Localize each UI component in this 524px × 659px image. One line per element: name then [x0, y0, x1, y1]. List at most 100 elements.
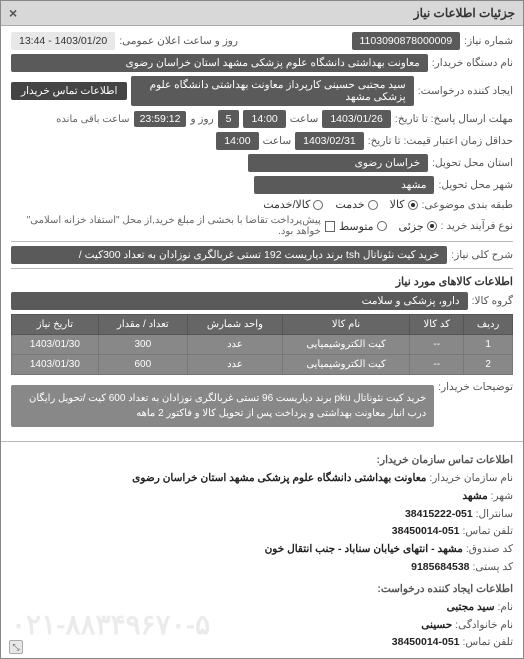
table-row: 1--کیت الکتروشیمیاییعدد3001403/01/30 — [12, 335, 513, 355]
table-header-row: ردیف کد کالا نام کالا واحد شمارش تعداد /… — [12, 315, 513, 335]
radio-dot-icon — [313, 200, 323, 210]
buytype-note: پیش‌پرداخت تقاضا با بخشی از مبلغ خرید,از… — [11, 215, 321, 237]
radio-service[interactable]: خدمت — [335, 198, 377, 211]
info-section: شماره نیاز: 1103090878000009 روز و ساعت … — [1, 26, 523, 437]
goods-group-field: دارو، پزشکی و سلامت — [11, 292, 468, 310]
radio-dot-icon — [408, 200, 418, 210]
modal-title: جزئیات اطلاعات نیاز — [414, 6, 515, 20]
buytype-label: نوع فرآیند خرید : — [441, 220, 513, 232]
announce-label: روز و ساعت اعلان عمومی: — [119, 35, 238, 47]
creator-title: اطلاعات ایجاد کننده درخواست: — [377, 583, 513, 595]
creator-name: سید مجتبی — [447, 601, 495, 613]
deadline-date: 1403/01/26 — [322, 110, 391, 128]
radio-partial[interactable]: جزئی — [399, 220, 437, 233]
divider — [11, 241, 513, 242]
creator-family: حسینی — [421, 619, 452, 631]
validity-label: حداقل زمان اعتبار قیمت: تا تاریخ: — [368, 135, 513, 147]
watermark: ۰۲۱-۸۸۳۴۹۶۷۰-۵ — [11, 601, 210, 649]
close-icon[interactable]: × — [9, 5, 17, 21]
radio-dot-icon — [427, 221, 437, 231]
radio-both-label: کالا/خدمت — [263, 198, 310, 211]
col-row: ردیف — [464, 315, 513, 335]
time-label-2: ساعت — [263, 135, 292, 147]
divider — [1, 441, 523, 442]
table-cell: کیت الکتروشیمیایی — [282, 355, 409, 375]
col-qty: تعداد / مقدار — [98, 315, 187, 335]
goods-group-label: گروه کالا: — [472, 295, 513, 307]
divider — [11, 268, 513, 269]
radio-goods-label: کالا — [390, 198, 405, 211]
goods-table: ردیف کد کالا نام کالا واحد شمارش تعداد /… — [11, 314, 513, 375]
contact-title: اطلاعات تماس سازمان خریدار: — [377, 454, 513, 466]
radio-goods[interactable]: کالا — [390, 198, 418, 211]
contact-section: ۰۲۱-۸۸۳۴۹۶۷۰-۵ اطلاعات تماس سازمان خریدا… — [1, 446, 523, 658]
contact-city: مشهد — [462, 490, 487, 502]
table-cell: 600 — [98, 355, 187, 375]
buytype-radio-group: جزئی متوسط — [339, 220, 437, 233]
number-field: 1103090878000009 — [352, 32, 461, 50]
contact-postal: مشهد - انتهای خیابان سناباد - جنب انتقال… — [265, 543, 463, 555]
radio-medium[interactable]: متوسط — [339, 220, 387, 233]
countdown-timer: 23:59:12 — [134, 111, 187, 127]
table-cell: 1403/01/30 — [12, 355, 99, 375]
radio-medium-label: متوسط — [339, 220, 374, 233]
contact-central: 051-38415222 — [405, 508, 473, 520]
city-label: شهر محل تحویل: — [438, 179, 513, 191]
radio-both[interactable]: کالا/خدمت — [263, 198, 323, 211]
contact-postcode: 9185684538 — [411, 561, 469, 573]
radio-dot-icon — [368, 200, 378, 210]
grouping-label: طبقه بندی موضوعی: — [422, 199, 513, 211]
creator-name-label: نام: — [497, 601, 513, 613]
radio-service-label: خدمت — [335, 198, 364, 211]
table-cell: -- — [410, 355, 464, 375]
modal: جزئیات اطلاعات نیاز × شماره نیاز: 110309… — [0, 0, 524, 659]
col-code: کد کالا — [410, 315, 464, 335]
table-cell: کیت الکتروشیمیایی — [282, 335, 409, 355]
org-label: نام دستگاه خریدار: — [432, 57, 513, 69]
col-unit: واحد شمارش — [187, 315, 282, 335]
deadline-time: 14:00 — [243, 110, 285, 128]
table-row: 2--کیت الکتروشیمیاییعدد6001403/01/30 — [12, 355, 513, 375]
province-label: استان محل تحویل: — [432, 157, 513, 169]
contact-org-label: نام سازمان خریدار: — [429, 472, 513, 484]
org-field: معاونت بهداشتی دانشگاه علوم پزشکی مشهد ا… — [11, 54, 428, 72]
requester-label: ایجاد کننده درخواست: — [418, 85, 513, 97]
resize-icon[interactable]: ⤡ — [9, 640, 23, 654]
table-cell: 1 — [464, 335, 513, 355]
table-cell: 300 — [98, 335, 187, 355]
table-cell: عدد — [187, 335, 282, 355]
creator-phone: 051-38450014 — [392, 636, 460, 648]
deadline-label: مهلت ارسال پاسخ: تا تاریخ: — [395, 113, 513, 125]
contact-central-label: سانترال: — [476, 508, 513, 520]
col-name: نام کالا — [282, 315, 409, 335]
province-field: خراسان رضوی — [248, 154, 428, 172]
requester-field: سید مجتبی حسینی کارپرداز معاونت بهداشتی … — [131, 76, 413, 106]
days-field: 5 — [218, 110, 240, 128]
creator-phone-label: تلفن تماس: — [462, 636, 513, 648]
need-title-label: شرح کلی نیاز: — [451, 249, 513, 261]
validity-date: 1403/02/31 — [295, 132, 364, 150]
announce-field: 1403/01/20 - 13:44 — [11, 32, 115, 50]
contact-org: معاونت بهداشتی دانشگاه علوم پزشکی مشهد ا… — [132, 472, 426, 484]
validity-time: 14:00 — [216, 132, 258, 150]
table-cell: 2 — [464, 355, 513, 375]
radio-dot-icon — [377, 221, 387, 231]
city-field: مشهد — [254, 176, 434, 194]
prepay-checkbox[interactable] — [325, 221, 335, 232]
time-label-1: ساعت — [290, 113, 319, 125]
remaining-label: ساعت باقی مانده — [56, 114, 129, 125]
modal-header: جزئیات اطلاعات نیاز × — [1, 1, 523, 26]
creator-family-label: نام خانوادگی: — [455, 619, 513, 631]
contact-fax: 051-38450014 — [392, 525, 460, 537]
desc-label: توضیحات خریدار: — [438, 381, 513, 393]
goods-section-title: اطلاعات کالاهای مورد نیاز — [11, 275, 513, 288]
contact-postcode-label: کد پستی: — [472, 561, 513, 573]
desc-box: خرید کیت نئوناتال pku برند دیاریست 96 تس… — [11, 385, 434, 427]
grouping-radio-group: کالا خدمت کالا/خدمت — [263, 198, 417, 211]
contact-button[interactable]: اطلاعات تماس خریدار — [11, 82, 127, 100]
table-cell: 1403/01/30 — [12, 335, 99, 355]
number-label: شماره نیاز: — [464, 35, 513, 47]
contact-fax-label: تلفن تماس: — [462, 525, 513, 537]
need-title-field: خرید کیت نئوناتال tsh برند دیاریست 192 ت… — [11, 246, 447, 264]
contact-postal-label: کد صندوق: — [466, 543, 513, 555]
